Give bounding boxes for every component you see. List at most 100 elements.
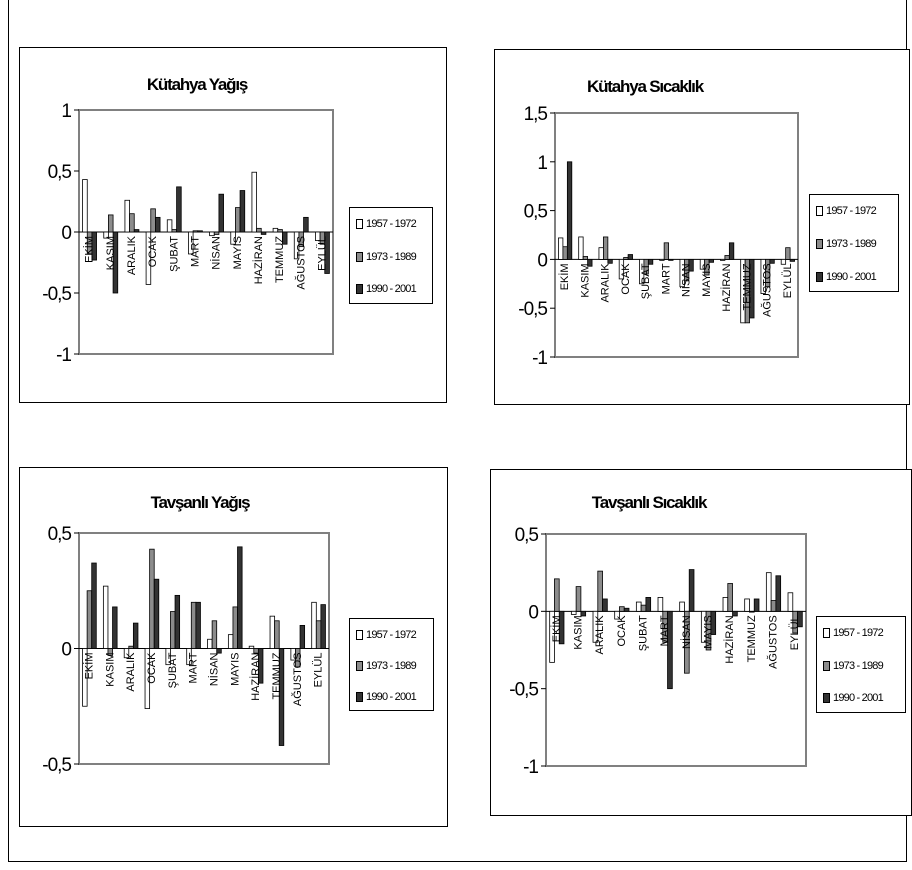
bar <box>133 229 140 233</box>
legend-item: 1973 - 1989 <box>356 250 417 264</box>
bar <box>582 256 589 260</box>
bar <box>587 258 593 267</box>
bar <box>82 648 88 707</box>
bar <box>570 610 577 615</box>
bar <box>722 597 729 612</box>
bar <box>230 231 236 245</box>
y-tick-label: -1 <box>523 757 538 778</box>
category-label: KASIM <box>579 263 591 297</box>
bar <box>145 231 152 285</box>
category-label: EKİM <box>83 236 96 263</box>
bar <box>112 606 118 649</box>
bar <box>123 648 130 659</box>
bar <box>149 548 155 649</box>
category-label: MAYIS <box>232 236 244 269</box>
bar <box>112 231 119 294</box>
bar <box>197 230 203 233</box>
bar <box>91 562 97 649</box>
category-label: MAYIS <box>701 263 713 296</box>
bar <box>558 610 565 645</box>
bar <box>124 199 130 233</box>
bar <box>295 648 301 668</box>
bar <box>679 601 685 612</box>
legend-swatch <box>816 206 823 217</box>
bar <box>248 645 255 649</box>
bar <box>269 615 276 649</box>
legend-item: 1973 - 1989 <box>816 237 877 251</box>
legend-item: 1990 - 2001 <box>356 282 417 296</box>
bar <box>566 161 573 260</box>
bar <box>684 610 690 674</box>
category-label: MART <box>188 652 200 683</box>
bar <box>789 258 795 262</box>
bar <box>549 610 555 663</box>
legend-swatch <box>823 692 830 703</box>
bar <box>176 186 182 233</box>
bar <box>647 258 654 265</box>
legend-item: 1973 - 1989 <box>823 659 884 673</box>
bar <box>166 219 173 233</box>
legend-label: 1957 - 1972 <box>366 218 417 231</box>
category-label: EKİM <box>82 653 95 680</box>
bar <box>260 231 267 235</box>
legend-item: 1957 - 1972 <box>356 628 417 642</box>
legend-label: 1990 - 2001 <box>366 282 417 295</box>
bar <box>688 258 694 272</box>
bar <box>749 258 755 319</box>
category-label: AĞUSTOS <box>294 236 307 290</box>
bar <box>787 592 794 612</box>
bar <box>195 601 201 649</box>
category-label: OCAK <box>147 235 159 267</box>
y-tick-label: -0,5 <box>42 755 71 776</box>
bar <box>227 634 234 649</box>
bar <box>785 247 791 260</box>
y-tick-label: 0 <box>61 640 71 661</box>
chart-svg: Tavşanlı Yağış 0,5 0 -0,5 EKİM KASIM ARALIK OC… <box>42 493 330 776</box>
y-tick-label: 0 <box>528 602 538 623</box>
legend-swatch <box>356 283 363 294</box>
bar <box>186 648 192 666</box>
category-label: ARALIK <box>594 615 606 655</box>
bar <box>764 258 771 288</box>
category-label: MAYIS <box>703 615 715 648</box>
bar <box>640 604 647 612</box>
bar <box>282 231 288 245</box>
legend-item: 1990 - 2001 <box>356 690 417 704</box>
bar <box>103 231 109 239</box>
bar <box>724 255 730 260</box>
y-tick-label: 1 <box>537 153 547 174</box>
category-label: HAZİRAN <box>720 263 733 311</box>
bar <box>623 607 630 612</box>
bar <box>775 575 782 612</box>
bar <box>780 258 787 265</box>
bar <box>315 620 322 649</box>
category-label: AĞUSTOS <box>761 263 774 317</box>
category-label: TEMMUZ <box>271 652 283 699</box>
legend-label: 1973 - 1989 <box>366 659 417 672</box>
category-label: EYLÜL <box>316 236 328 271</box>
category-label: NİSAN <box>680 263 693 297</box>
legend-label: 1957 - 1972 <box>366 628 417 641</box>
category-label: MART <box>189 236 201 267</box>
category-label: HAZİRAN <box>252 236 265 284</box>
y-tick-label: 0,5 <box>515 525 539 546</box>
bar <box>107 648 113 656</box>
bar <box>144 648 151 709</box>
bar <box>171 229 177 233</box>
plot-area-frame <box>545 533 807 767</box>
chart-title: Tavşanlı Yağış <box>151 493 251 512</box>
category-label: ARALIK <box>600 263 612 303</box>
bar <box>188 231 194 255</box>
y-tick-label: -0,5 <box>518 299 547 320</box>
chart-svg: Kütahya Yağış 1 0,5 0 -0,5 -1 EKİM KASIM ARALIK… <box>42 75 334 366</box>
bar <box>165 648 171 666</box>
y-tick-label: -0,5 <box>42 284 71 305</box>
legend-label: 1990 - 2001 <box>366 690 417 703</box>
category-label: TEMMUZ <box>274 236 286 283</box>
bar <box>635 601 642 612</box>
bar <box>708 258 714 263</box>
bar <box>618 258 625 280</box>
bar <box>619 606 625 612</box>
chart-svg: Tavşanlı Sıcaklık 0,5 0 -0,5 -1 EKİM KASIM ARA… <box>509 493 807 778</box>
legend-item: 1990 - 2001 <box>816 270 877 284</box>
